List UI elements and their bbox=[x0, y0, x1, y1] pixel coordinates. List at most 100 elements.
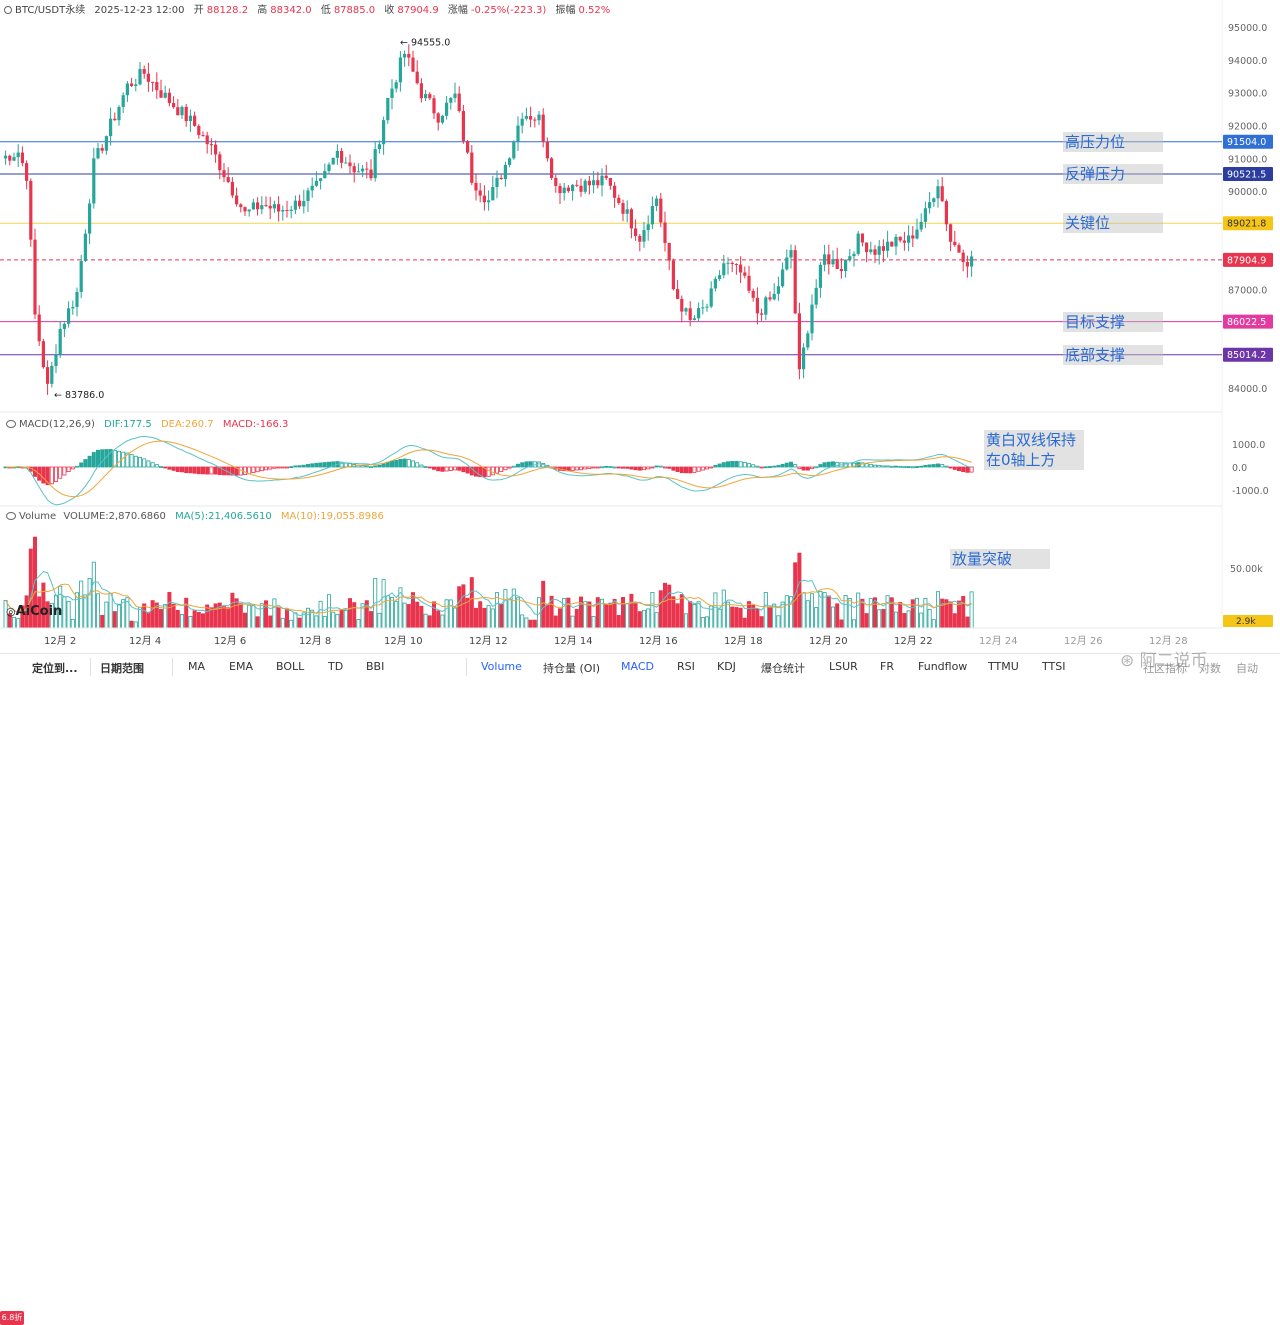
macd-histogram-bar bbox=[637, 466, 642, 471]
candle-body bbox=[617, 197, 621, 204]
macd-histogram-bar bbox=[906, 466, 911, 468]
x-tick-label: 12月 6 bbox=[214, 635, 246, 647]
chart-canvas[interactable]: 95000.0 94000.0 93000.0 92000.0 91000.0 90000… bbox=[0, 0, 1280, 653]
indicator-lsur[interactable]: LSUR bbox=[829, 660, 858, 673]
candle-body bbox=[751, 290, 755, 298]
macd-histogram-bar bbox=[738, 461, 743, 468]
candle-body bbox=[62, 323, 66, 329]
candle-body bbox=[970, 256, 974, 267]
toolbar-locate[interactable]: 定位到... bbox=[32, 662, 78, 675]
volume-bar bbox=[436, 610, 441, 629]
macd-histogram-bar bbox=[196, 466, 201, 475]
auto-scale-toggle[interactable]: 自动 bbox=[1236, 662, 1258, 675]
macd-histogram-bar bbox=[768, 466, 773, 468]
candle-body bbox=[898, 236, 902, 241]
candle-body bbox=[625, 209, 629, 214]
candle-body bbox=[352, 166, 356, 173]
candle-body bbox=[831, 259, 835, 265]
indicator-kdj[interactable]: KDJ bbox=[717, 660, 736, 673]
volume-bar bbox=[87, 578, 92, 629]
volume-bar bbox=[969, 591, 974, 629]
candle-body bbox=[478, 190, 482, 196]
volume-bar bbox=[532, 619, 537, 629]
macd-histogram-bar bbox=[154, 464, 159, 468]
candle-body bbox=[587, 180, 591, 186]
volume-bar bbox=[406, 604, 411, 629]
eye-icon[interactable] bbox=[6, 512, 16, 520]
macd-histogram-bar bbox=[179, 466, 184, 473]
volume-bar bbox=[633, 603, 638, 629]
macd-histogram-bar bbox=[692, 466, 697, 473]
candle-body bbox=[419, 83, 423, 99]
candle-body bbox=[944, 201, 948, 225]
candle-body bbox=[957, 245, 961, 253]
header-icon[interactable] bbox=[4, 6, 12, 14]
indicator-oi[interactable]: 持仓量 (OI) bbox=[543, 662, 600, 675]
level-price-tag-text: 91504.0 bbox=[1227, 137, 1266, 148]
level-price-tag bbox=[1223, 314, 1273, 329]
macd-histogram-bar bbox=[889, 465, 894, 468]
indicator-ttsi[interactable]: TTSI bbox=[1042, 660, 1066, 673]
volume-bar bbox=[805, 600, 810, 629]
indicator-ma[interactable]: MA bbox=[188, 660, 206, 673]
macd-histogram-bar bbox=[129, 454, 134, 468]
toolbar-date-range[interactable]: 日期范围 bbox=[100, 662, 144, 675]
indicator-td[interactable]: TD bbox=[328, 660, 344, 673]
eye-icon[interactable] bbox=[6, 420, 16, 428]
macd-histogram-bar bbox=[200, 466, 205, 475]
indicator-macd[interactable]: MACD bbox=[621, 660, 654, 673]
macd-histogram-bar bbox=[272, 466, 277, 469]
log-scale-toggle[interactable]: 对数 bbox=[1199, 662, 1221, 675]
community-indicators[interactable]: 社区指标 bbox=[1143, 662, 1187, 675]
candle-body bbox=[230, 181, 234, 196]
macd-histogram-bar bbox=[511, 465, 516, 468]
symbol-name: BTC/USDT永续 bbox=[15, 5, 86, 16]
indicator-rsi[interactable]: RSI bbox=[677, 660, 695, 673]
last-price-tag-text: 87904.9 bbox=[1227, 255, 1266, 266]
candle-body bbox=[37, 314, 41, 342]
macd-histogram-bar bbox=[389, 460, 394, 468]
macd-histogram-bar bbox=[902, 466, 907, 469]
candle-body bbox=[125, 83, 129, 96]
volume-bar bbox=[822, 592, 827, 629]
indicator-bbi[interactable]: BBI bbox=[366, 660, 385, 673]
volume-bar bbox=[847, 597, 852, 629]
indicator-volume[interactable]: Volume bbox=[481, 660, 522, 673]
candle-body bbox=[16, 152, 20, 158]
volume-bar bbox=[251, 605, 256, 629]
volume-bar bbox=[394, 601, 399, 629]
macd-histogram-bar bbox=[58, 466, 63, 479]
volume-bar bbox=[184, 597, 189, 629]
indicator-liquidation[interactable]: 爆仓统计 bbox=[761, 662, 805, 675]
candle-body bbox=[100, 148, 104, 151]
discount-badge[interactable]: 6.8折 bbox=[0, 1311, 24, 1325]
candle-body bbox=[356, 171, 360, 173]
indicator-boll[interactable]: BOLL bbox=[276, 660, 305, 673]
macd-histogram-bar bbox=[427, 466, 432, 469]
macd-histogram-bar bbox=[385, 461, 390, 468]
macd-histogram-bar bbox=[721, 462, 726, 468]
candle-body bbox=[264, 205, 268, 207]
volume-bar bbox=[923, 598, 928, 629]
volume-bar bbox=[335, 613, 340, 629]
candle-body bbox=[571, 184, 575, 192]
macd-histogram-bar bbox=[192, 466, 197, 474]
indicator-fr[interactable]: FR bbox=[880, 660, 894, 673]
volume-bar bbox=[763, 592, 768, 629]
indicator-ttmu[interactable]: TTMU bbox=[988, 660, 1019, 673]
candle-body bbox=[415, 71, 419, 84]
indicator-fundflow[interactable]: Fundflow bbox=[918, 660, 968, 673]
candle-body bbox=[827, 254, 831, 265]
change-value: -0.25%(-223.3) bbox=[470, 5, 547, 16]
macd-histogram-bar bbox=[499, 466, 504, 473]
volume-bar bbox=[108, 593, 113, 629]
volume-bar bbox=[721, 589, 726, 629]
volume-bar bbox=[814, 607, 819, 629]
volume-bar bbox=[961, 595, 966, 629]
candle-body bbox=[516, 125, 520, 142]
indicator-ema[interactable]: EMA bbox=[229, 660, 253, 673]
macd-histogram-bar bbox=[486, 466, 491, 477]
candle-body bbox=[327, 164, 331, 172]
macd-pane: 1000.0 0.0 -1000.0 bbox=[3, 435, 1269, 506]
macd-histogram-bar bbox=[751, 464, 756, 468]
